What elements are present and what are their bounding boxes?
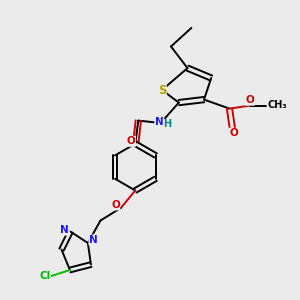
Text: Cl: Cl: [39, 271, 50, 281]
Text: O: O: [229, 128, 238, 138]
Text: H: H: [163, 119, 172, 130]
Text: N: N: [60, 225, 69, 235]
Text: O: O: [111, 200, 120, 210]
Text: O: O: [245, 95, 254, 105]
Text: S: S: [158, 83, 166, 97]
Text: N: N: [155, 117, 164, 127]
Text: O: O: [127, 136, 136, 146]
Text: N: N: [89, 235, 98, 245]
Text: CH₃: CH₃: [267, 100, 287, 110]
